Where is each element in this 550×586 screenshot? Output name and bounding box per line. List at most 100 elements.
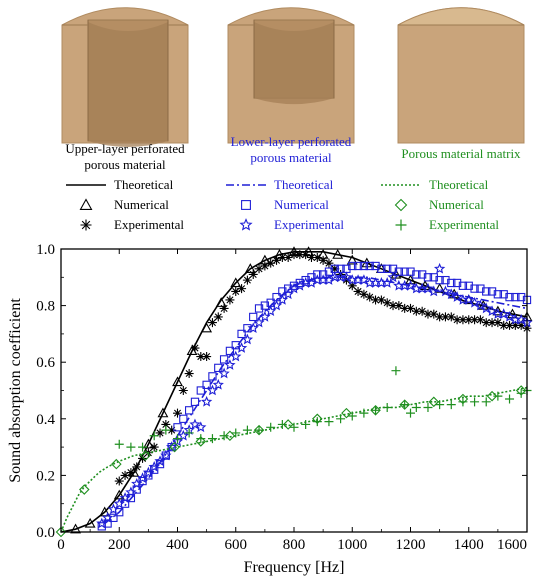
sample-caption-line: Lower-layer perforated [231,134,352,149]
data-point [155,428,165,438]
series-4 [97,261,532,531]
data-point [376,295,386,305]
data-point [324,258,334,268]
data-point [499,320,509,330]
data-point [340,271,353,283]
data-point [254,264,264,274]
sample-hole-shade [254,22,334,105]
data-point [470,315,480,325]
data-point [371,405,381,415]
legend-label: Experimental [429,217,499,232]
data-point [138,453,148,463]
data-point [230,350,242,362]
legend-item: Numerical [241,197,329,212]
data-point [423,273,433,282]
data-point [486,305,498,317]
x-axis-title: Frequency [Hz] [244,559,345,576]
data-point [157,407,169,418]
data-point [114,476,124,486]
data-point [347,411,357,421]
data-point [517,292,526,302]
data-point [161,425,171,435]
data-point [79,484,90,495]
data-point [289,250,299,260]
legend-marker-swatch [241,200,251,210]
data-point [446,400,456,410]
data-point [212,378,224,390]
data-point [282,419,294,430]
data-point [318,270,328,279]
data-point [111,458,122,470]
legend-label: Numerical [429,197,484,212]
data-point [126,468,136,478]
data-point [487,318,497,328]
data-point [452,278,462,288]
data-point [230,277,242,288]
data-point [289,422,299,432]
data-point [468,296,481,308]
data-point [487,287,497,296]
data-point [452,315,462,325]
data-point [215,297,227,307]
data-point [277,252,287,262]
data-point [499,290,508,299]
data-point [196,352,206,362]
data-point [219,303,229,313]
data-point [173,408,182,418]
legend-marker-swatch [80,219,92,231]
data-point [138,476,147,486]
legend-item: Experimental [80,217,184,232]
legend-item: Numerical [394,197,484,212]
legend-label: Experimental [114,217,184,232]
data-point [237,329,246,339]
data-point [169,441,180,453]
data-point [295,250,305,260]
data-point [213,312,223,322]
data-point [208,372,217,381]
data-point [186,345,198,356]
data-point [324,417,334,427]
data-point [306,252,316,262]
x-tick-label: 1000 [337,537,367,553]
data-point [505,320,515,330]
data-point [435,275,444,285]
data-point [439,285,452,297]
data-point [142,438,154,449]
data-point [114,439,124,449]
data-point [195,421,207,433]
axes: 0 200 400 600 800 1000 1200 1400 1600 0.0 0.2 0.4 0.… [7,242,528,576]
legend-item: Theoretical [381,177,489,192]
legend-item: Experimental [239,217,344,232]
data-point [347,281,357,291]
data-point [303,246,314,256]
data-point [274,249,285,259]
data-point [428,285,440,297]
data-point [149,431,159,441]
series-5 [96,262,533,529]
data-point [511,292,520,302]
data-point [224,359,236,370]
data-point [515,313,527,325]
data-point [451,291,463,302]
data-point [161,419,171,429]
data-point [150,465,159,474]
y-tick-label: 0.2 [36,468,55,484]
data-point [493,318,503,328]
x-tick-label: 1400 [454,537,484,553]
data-point [406,408,415,418]
data-point [214,363,223,373]
data-point [440,312,450,322]
data-point [365,292,375,302]
data-point [202,352,212,362]
y-tick-label: 0.8 [36,299,55,315]
y-axis-title: Sound absorption coefficient [7,298,24,483]
data-point [458,315,468,325]
data-point [423,402,433,412]
data-point [359,408,369,418]
data-point [55,526,67,538]
sample-3: Porous material matrix [397,7,525,161]
data-point [371,295,381,305]
data-point [260,301,270,310]
data-point [266,422,276,432]
